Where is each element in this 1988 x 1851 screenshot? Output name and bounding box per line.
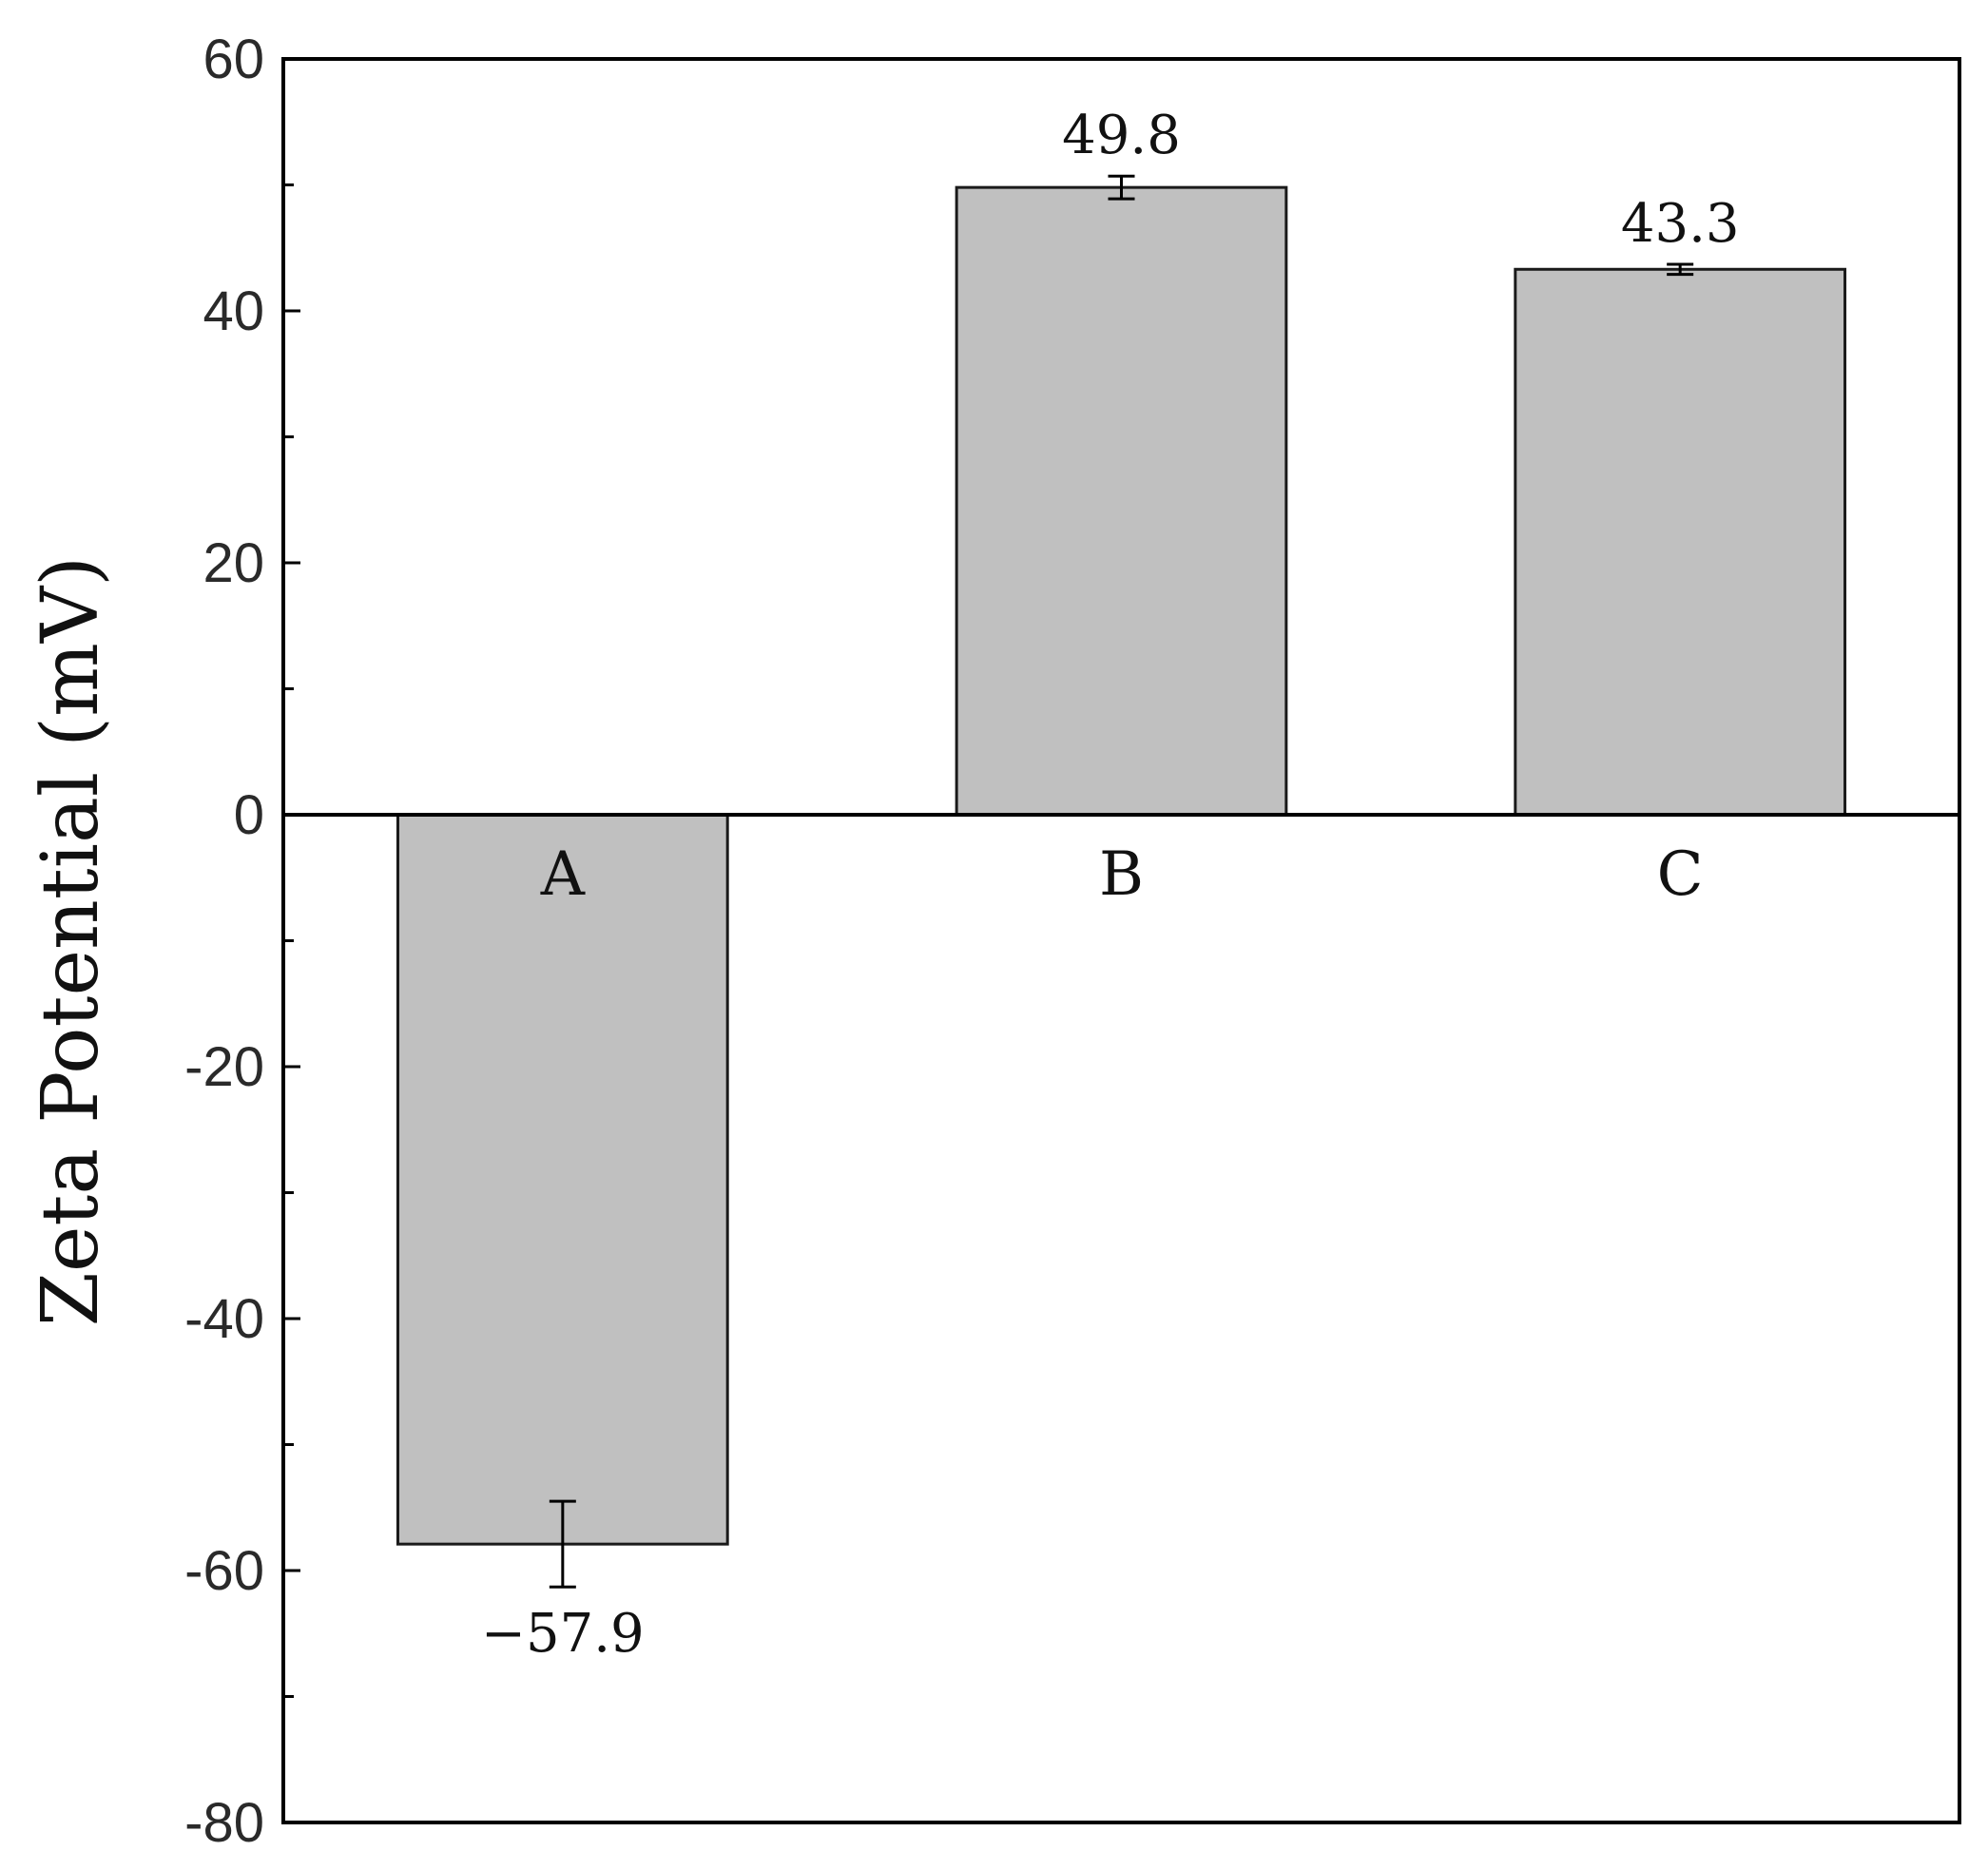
value-label-a: −57.9: [481, 1603, 645, 1665]
y-axis-title: Zeta Potential (mV): [26, 556, 116, 1326]
y-tick-label: 40: [203, 280, 264, 342]
y-tick-label: 20: [203, 532, 264, 594]
bar-b: [955, 185, 1288, 817]
y-tick-label: 60: [203, 29, 264, 90]
y-tick-label: -60: [184, 1540, 264, 1602]
y-tick-label: 0: [234, 784, 264, 846]
value-label-c: 43.3: [1621, 193, 1740, 255]
y-tick-label: -80: [184, 1792, 264, 1851]
text-layer: A −57.9 B 49.8 C 43.3 60 40 20 0 -20 -40 -60 -80: [184, 29, 1739, 1851]
error-bar-a: [549, 1499, 576, 1589]
error-bar-b: [1108, 174, 1135, 201]
value-label-b: 49.8: [1062, 105, 1181, 166]
bar-c: [1514, 267, 1847, 817]
category-label-b: B: [1099, 839, 1144, 910]
category-label-c: C: [1657, 839, 1704, 910]
error-bar-c: [1667, 262, 1694, 277]
error-bars-layer: [549, 174, 1694, 1589]
y-tick-label: -20: [184, 1036, 264, 1098]
y-tick-label: -40: [184, 1288, 264, 1350]
bar-a: [396, 813, 729, 1546]
category-label-a: A: [540, 839, 586, 910]
y-ticks-layer: [283, 57, 300, 1824]
